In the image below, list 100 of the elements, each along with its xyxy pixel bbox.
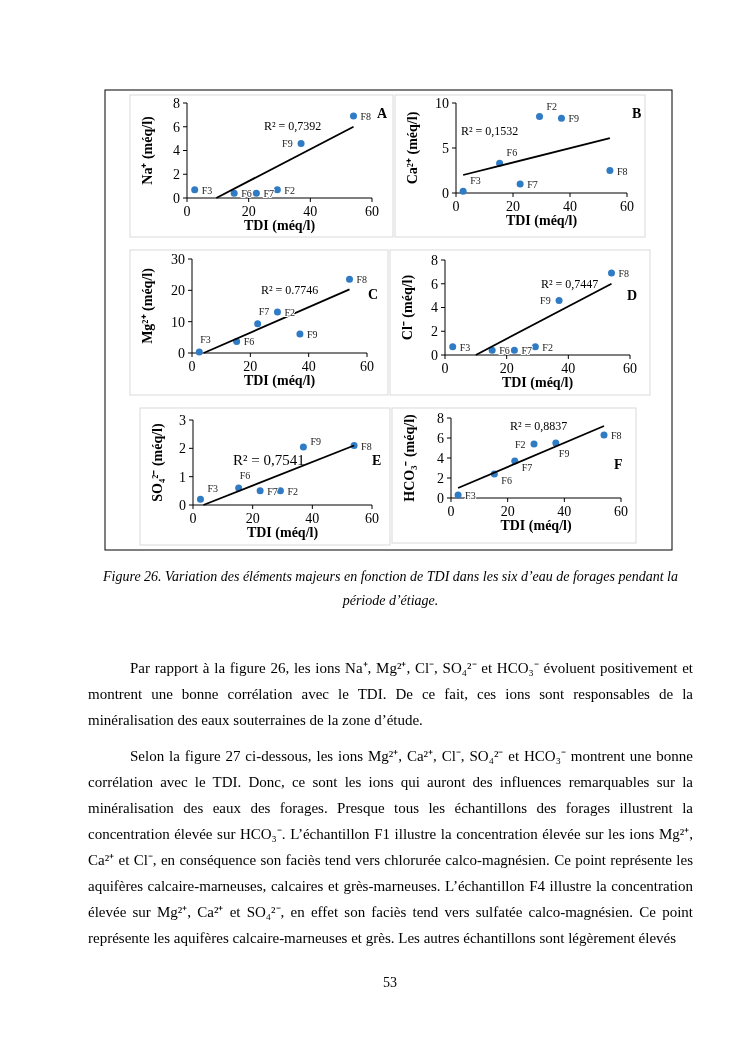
x-tick-label: 20 [245,511,260,526]
x-tick-label: 20 [500,504,515,519]
y-tick-label: 20 [171,283,185,299]
x-tick-label: 20 [506,199,520,214]
y-tick-label: 8 [173,95,180,111]
point [195,348,203,356]
annotation: F9 [310,435,321,447]
annotation: F3 [470,175,481,187]
y-tick-label: 4 [437,450,444,466]
text: E [372,453,382,468]
y-tick-label: 2 [173,167,180,183]
x-tick-label: 0 [189,511,197,526]
y-tick-label: 0 [178,345,185,361]
annotation: F3 [459,341,471,353]
point [459,187,467,195]
annotation: R² = 0,7392 [264,119,322,133]
x-tick-label: 60 [360,359,374,374]
annotation: F6 [239,470,251,481]
text: Selon la figure 27 ci-dessous, les ions Mg²⁺, Ca²⁺, Cl⁻, SO₄²⁻ et HCO₃⁻ montrent une bonne corrélation avec le TDI. Donc, ce sont les ions qui auront des influences remarquables sur la minéralisation des eaux des forages. Presque tous les échantillons des forages illustrent la concentration élevée sur HCO₃⁻. L’échantillon F1 illustre la concentration élevée sur les ions Mg²⁺, Ca²⁺ et Cl⁻, en conséquence son faciès tend vers chlorurée calco-magnésien. Ce point représente les aquifères calcaire-marneuses, calcaires et grès-marneuses. L’échantillon F4 illustre la concentration élevée sur Mg²⁺, Ca²⁺ et SO₄²⁻, en effet son faciès tend vers sulfatée calco-magnésien. Ce point représente les aquifères calcaire-marneuses et grès. Les autres échantillons sont légèrement élevés [88,747,693,948]
point [254,320,262,328]
x-tick-label: 40 [303,204,318,219]
point [488,346,496,354]
point [273,308,281,316]
y-tick-label: 0 [442,185,449,201]
text: C [368,287,379,302]
annotation: F8 [360,111,372,123]
x-axis-title: TDI (méq/l) [501,375,574,391]
y-tick-label: 5 [442,140,449,156]
y-tick-label: 2 [179,441,186,457]
annotation: F9 [558,448,570,459]
y-tick-label: 6 [431,276,438,292]
point [600,431,608,439]
point [346,275,353,283]
point [299,443,307,451]
y-axis-title: HCO₃⁻ (méq/l) [402,413,418,502]
point [297,139,305,147]
x-tick-label: 20 [499,361,514,376]
annotation: F3 [200,334,211,346]
x-tick-label: 40 [305,511,320,526]
text: Par rapport à la figure 26, les ions Na⁺, Mg²⁺, Cl⁻, SO₄²⁻ et HCO₃⁻ évoluent positivement et montrent une bonne corrélation avec le TDI. De ce fait, ces ions sont responsables de la minéralisation des eaux souterraines de la zone d’étude. [88,659,693,730]
annotation: R² = 0,8837 [510,419,568,433]
y-axis-title: Ca²⁺ (méq/l) [405,111,421,185]
y-tick-label: 6 [173,119,180,135]
x-tick-label: 0 [452,199,460,214]
x-tick-label: 60 [620,199,634,214]
x-tick-label: 40 [563,199,577,214]
point [252,189,260,197]
point [230,189,238,197]
x-axis-title: TDI (méq/l) [246,525,319,541]
annotation: F2 [546,100,558,112]
point [608,269,615,277]
annotation: F6 [499,345,510,357]
annotation: F9 [568,113,580,125]
annotation: F6 [506,147,518,159]
x-tick-label: 60 [623,361,637,376]
x-axis-title: TDI (méq/l) [243,218,316,234]
annotation: F9 [306,328,318,340]
point [536,113,544,120]
x-axis-title: TDI (méq/l) [243,373,316,389]
annotation: F8 [618,268,630,280]
annotation: F7 [263,188,274,200]
chart-title: B [632,106,642,121]
annotation: F8 [356,274,368,286]
y-tick-label: 30 [171,251,185,267]
x-tick-label: 40 [301,359,316,374]
point [273,186,281,194]
text: F [614,457,623,472]
annotation: F2 [287,485,298,497]
point [296,330,304,338]
point [531,343,539,351]
y-axis-title: Mg²⁺ (méq/l) [140,267,156,344]
y-tick-label: 3 [179,412,186,428]
x-tick-label: 60 [614,504,628,519]
y-tick-label: 8 [431,252,438,268]
y-tick-label: 10 [171,314,185,330]
point [530,440,538,448]
x-tick-label: 20 [241,204,256,219]
caption: Figure 26. Variation des éléments majeurs en fonction de TDI dans les six d’eau de forages pendant la période d’étiage. [102,568,679,610]
annotation: F8 [616,165,628,177]
annotation: F7 [521,462,533,473]
annotation: R² = 0,7541 [233,452,305,468]
point [350,112,357,120]
point [510,346,518,354]
point [516,180,524,188]
annotation: F9 [282,138,293,150]
annotation: F8 [611,430,622,441]
annotation: F7 [521,345,532,357]
annotation: R² = 0.7746 [261,283,319,297]
x-tick-label: 40 [561,361,576,376]
y-axis-title: Na⁺ (méq/l) [140,115,156,185]
annotation: F7 [267,485,278,497]
point [454,491,462,499]
annotation: F6 [501,475,512,486]
x-tick-label: 20 [243,359,258,374]
y-axis-title: Cl⁻ (méq/l) [400,274,416,341]
y-tick-label: 4 [431,300,438,316]
annotation: R² = 0,1532 [461,124,519,138]
annotation: F3 [207,483,219,495]
point [196,495,204,503]
annotation: F9 [540,295,551,307]
